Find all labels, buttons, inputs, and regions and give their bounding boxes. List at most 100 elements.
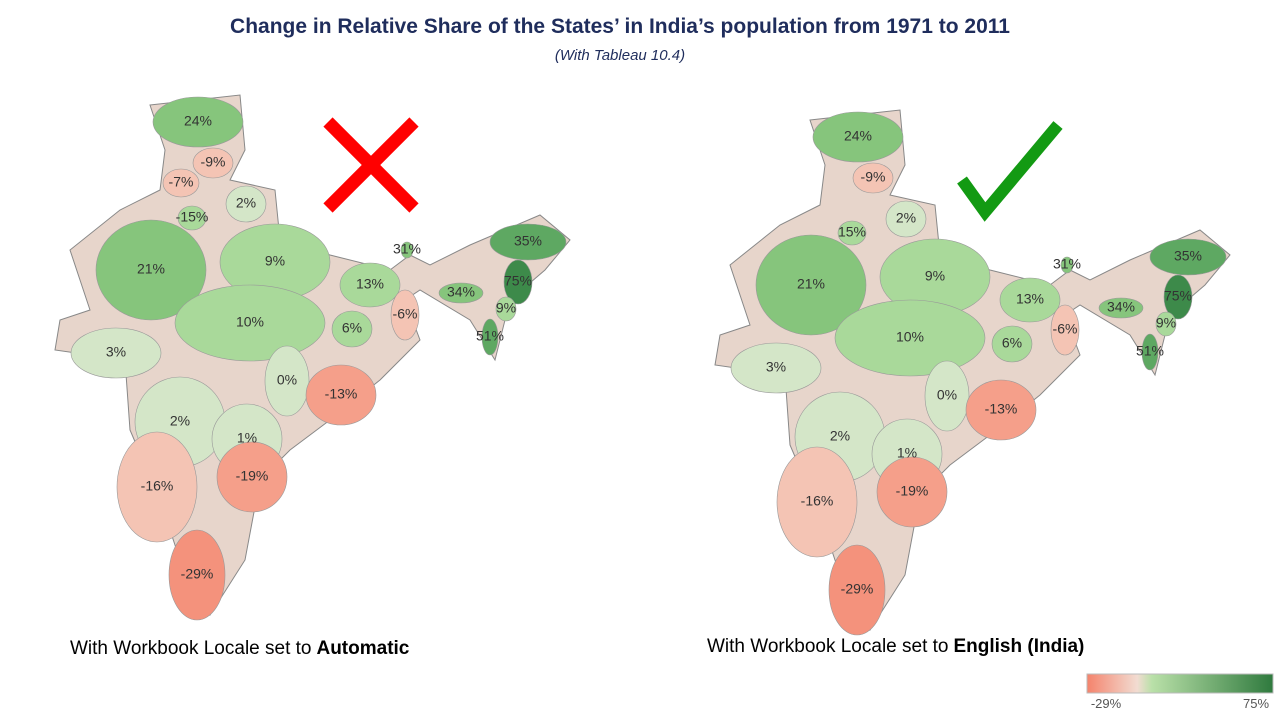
- state-region: [225, 185, 267, 223]
- state-region: [390, 289, 420, 341]
- state-label: 31%: [393, 241, 421, 257]
- state-label: 6%: [342, 320, 362, 336]
- state-region: [116, 431, 198, 543]
- state-region: [438, 282, 484, 304]
- state-label: 24%: [844, 128, 872, 144]
- state-region: [177, 205, 207, 231]
- state-label: 3%: [766, 359, 786, 375]
- state-label: -7%: [169, 174, 194, 190]
- state-region: [812, 111, 904, 163]
- state-label: 3%: [106, 344, 126, 360]
- subtitle: (With Tableau 10.4): [555, 47, 685, 64]
- state-label: -16%: [141, 478, 174, 494]
- state-label: -19%: [896, 483, 929, 499]
- state-label: 24%: [184, 113, 212, 129]
- state-label: 35%: [514, 233, 542, 249]
- state-region: [192, 147, 234, 179]
- state-label: -9%: [861, 169, 886, 185]
- state-label: 1%: [897, 445, 917, 461]
- state-region: [481, 318, 499, 356]
- state-region: [174, 284, 326, 362]
- state-region: [885, 200, 927, 238]
- state-label: 2%: [170, 413, 190, 429]
- state-label: 34%: [1107, 299, 1135, 315]
- state-label: 13%: [356, 276, 384, 292]
- state-region: [1155, 311, 1177, 337]
- state-label: 6%: [1002, 335, 1022, 351]
- state-label: 9%: [925, 268, 945, 284]
- state-region: [264, 345, 310, 417]
- state-region: [924, 360, 970, 432]
- state-region: [876, 456, 948, 528]
- caption-prefix: With Workbook Locale set to: [707, 636, 948, 657]
- legend-min: -29%: [1091, 696, 1122, 711]
- check-icon: [957, 121, 1063, 222]
- state-region: [495, 296, 517, 322]
- state-region: [331, 310, 373, 348]
- state-region: [828, 544, 886, 636]
- state-region: [755, 234, 867, 336]
- state-region: [1141, 333, 1159, 371]
- caption-right: With Workbook Locale set to English (Indi…: [707, 636, 1084, 657]
- cross-icon: [323, 117, 419, 213]
- state-label: 2%: [896, 210, 916, 226]
- state-region: [1060, 256, 1074, 274]
- state-region: [152, 96, 244, 148]
- state-region: [1163, 274, 1193, 320]
- map-right: 24% -9% 2% 15% 21% 9% 31% 35% 75% 34% 9% 13% -6% 51% 1…: [714, 109, 1231, 636]
- state-region: [305, 364, 377, 426]
- state-label: 31%: [1053, 256, 1081, 272]
- state-label: -13%: [325, 386, 358, 402]
- caption-emphasis: Automatic: [316, 638, 409, 659]
- state-label: 51%: [1136, 343, 1164, 359]
- state-label: -19%: [236, 468, 269, 484]
- state-region: [70, 327, 162, 379]
- state-label: -13%: [985, 401, 1018, 417]
- state-region: [730, 342, 822, 394]
- state-region: [991, 325, 1033, 363]
- caption-left: With Workbook Locale set to Automatic: [70, 638, 410, 659]
- legend-max: 75%: [1243, 696, 1269, 711]
- caption-emphasis: English (India): [953, 636, 1084, 657]
- state-label: -29%: [181, 566, 214, 582]
- state-label: -16%: [801, 493, 834, 509]
- state-label: 15%: [838, 224, 866, 240]
- state-label: -29%: [841, 581, 874, 597]
- state-region: [999, 277, 1061, 323]
- state-label: -6%: [1053, 321, 1078, 337]
- state-label: 21%: [137, 261, 165, 277]
- state-region: [852, 162, 894, 194]
- state-label: 21%: [797, 276, 825, 292]
- caption-prefix: With Workbook Locale set to: [70, 638, 311, 659]
- state-region: [837, 220, 867, 246]
- state-label: 13%: [1016, 291, 1044, 307]
- state-label: -6%: [393, 306, 418, 322]
- state-label: -15%: [176, 209, 209, 225]
- state-region: [168, 529, 226, 621]
- state-region: [1149, 238, 1227, 276]
- state-label: 1%: [237, 430, 257, 446]
- state-region: [776, 446, 858, 558]
- title: Change in Relative Share of the States’ …: [230, 15, 1010, 38]
- state-label: 35%: [1174, 248, 1202, 264]
- state-label: 75%: [504, 273, 532, 289]
- state-label: 9%: [265, 253, 285, 269]
- state-region: [95, 219, 207, 321]
- state-label: 9%: [496, 300, 516, 316]
- state-region: [965, 379, 1037, 441]
- state-label: 34%: [447, 284, 475, 300]
- state-label: -9%: [201, 154, 226, 170]
- state-label: 2%: [236, 195, 256, 211]
- state-region: [339, 262, 401, 308]
- state-label: 10%: [896, 329, 924, 345]
- state-region: [162, 168, 200, 198]
- map-left: 24% -9% -7% 2% -15% 21% 9% 31% 35% 75% 34% 9% 13% -6%…: [54, 94, 571, 621]
- state-label: 0%: [277, 372, 297, 388]
- state-label: 75%: [1164, 288, 1192, 304]
- state-label: 2%: [830, 428, 850, 444]
- state-region: [216, 441, 288, 513]
- state-label: 51%: [476, 328, 504, 344]
- state-region: [503, 259, 533, 305]
